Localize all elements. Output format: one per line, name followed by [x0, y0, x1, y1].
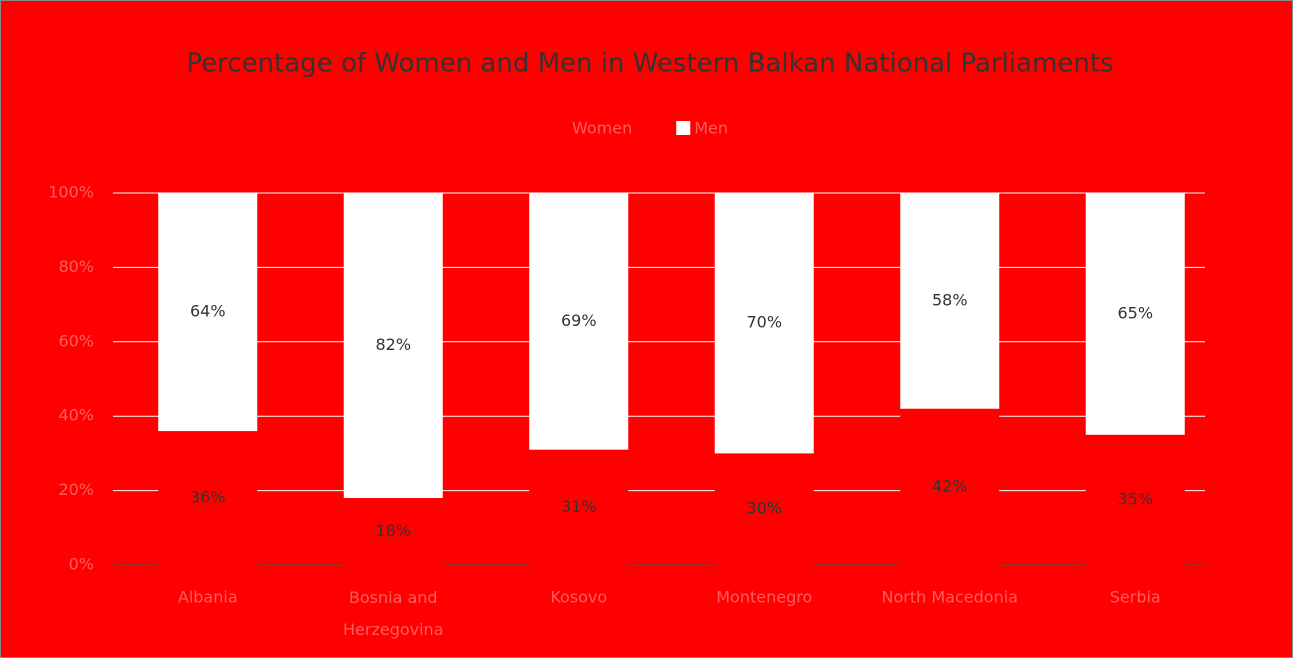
legend-label: Women: [572, 119, 632, 138]
data-label: 42%: [932, 476, 968, 495]
bar-segment: [900, 193, 1000, 409]
bar-segment: [529, 193, 629, 450]
bar-segment: [158, 431, 258, 565]
bar-segment: [158, 193, 258, 432]
data-label: 58%: [932, 290, 968, 309]
chart-title: Percentage of Women and Men in Western B…: [186, 49, 1113, 79]
bar-segment: [529, 449, 629, 565]
y-tick-label: 0%: [69, 555, 94, 574]
y-tick-label: 20%: [58, 480, 94, 499]
bar-segment: [900, 408, 1000, 565]
x-tick-label: Serbia: [1110, 588, 1161, 607]
data-label: 70%: [746, 313, 782, 332]
data-label: 35%: [1117, 489, 1153, 508]
bar-segment: [343, 498, 443, 565]
bar-segment: [1085, 434, 1185, 565]
data-label: 18%: [375, 521, 411, 540]
legend-swatch: [554, 121, 568, 135]
data-label: 65%: [1117, 303, 1153, 322]
data-label: 69%: [561, 311, 597, 330]
bar-segment: [343, 193, 443, 499]
data-label: 36%: [190, 488, 226, 507]
legend-swatch: [676, 121, 691, 135]
y-tick-label: 60%: [58, 331, 94, 350]
bar-segment: [714, 193, 814, 454]
data-label: 31%: [561, 497, 597, 516]
data-label: 64%: [190, 302, 226, 321]
x-tick-label: Montenegro: [716, 588, 812, 607]
legend-label: Men: [694, 119, 728, 138]
bar-segment: [1085, 193, 1185, 435]
x-tick-label: Albania: [178, 588, 238, 607]
data-label: 82%: [375, 335, 411, 354]
data-label: 30%: [746, 499, 782, 518]
y-tick-label: 40%: [58, 406, 94, 425]
y-tick-label: 80%: [58, 257, 94, 276]
x-tick-label: Bosnia and Herzegovina: [343, 588, 444, 639]
bar-segment: [714, 453, 814, 565]
y-tick-label: 100%: [48, 183, 94, 202]
x-tick-label: North Macedonia: [882, 588, 1018, 607]
x-tick-label: Kosovo: [550, 588, 607, 607]
